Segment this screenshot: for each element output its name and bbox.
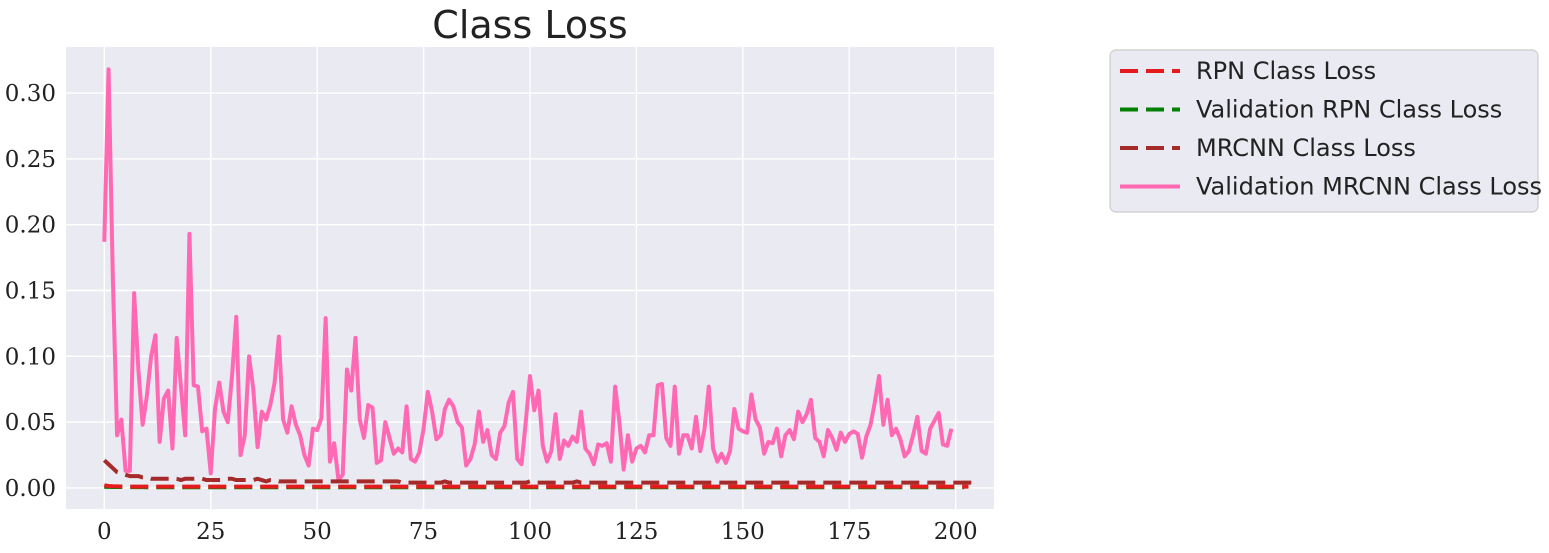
y-tick-label: 0.15 bbox=[5, 279, 56, 305]
y-tick-label: 0.25 bbox=[5, 147, 56, 173]
legend-box bbox=[1109, 49, 1539, 213]
x-axis-ticks: 0 25 50 75 100 125 150 175 200 bbox=[97, 519, 978, 545]
x-tick-label: 150 bbox=[721, 519, 765, 545]
legend-label: Validation MRCNN Class Loss bbox=[1196, 173, 1542, 201]
series-line-validation-mrcnn-class-loss bbox=[102, 67, 954, 483]
legend: RPN Class Loss Validation RPN Class Loss M… bbox=[1109, 49, 1542, 213]
y-axis-ticks: 0.00 0.05 0.10 0.15 0.20 0.25 0.30 bbox=[5, 81, 56, 502]
legend-label: Validation RPN Class Loss bbox=[1196, 96, 1502, 124]
x-tick-label: 200 bbox=[934, 519, 978, 545]
legend-label: RPN Class Loss bbox=[1196, 57, 1376, 85]
series-line-mrcnn-class-loss bbox=[102, 458, 977, 485]
legend-label: MRCNN Class Loss bbox=[1196, 134, 1416, 162]
y-tick-label: 0.20 bbox=[5, 213, 56, 239]
x-tick-label: 0 bbox=[97, 519, 112, 545]
x-tick-label: 175 bbox=[827, 519, 871, 545]
x-tick-label: 75 bbox=[409, 519, 438, 545]
x-tick-label: 50 bbox=[303, 519, 332, 545]
y-tick-label: 0.10 bbox=[5, 344, 56, 370]
y-tick-label: 0.30 bbox=[5, 81, 56, 107]
x-tick-label: 100 bbox=[508, 519, 552, 545]
chart-title: Class Loss bbox=[432, 3, 627, 47]
x-tick-label: 25 bbox=[196, 519, 225, 545]
y-tick-label: 0.00 bbox=[5, 476, 56, 502]
x-tick-label: 125 bbox=[614, 519, 658, 545]
series-line-rpn-class-loss bbox=[104, 483, 969, 489]
y-tick-label: 0.05 bbox=[5, 410, 56, 436]
series-layer bbox=[102, 67, 977, 490]
